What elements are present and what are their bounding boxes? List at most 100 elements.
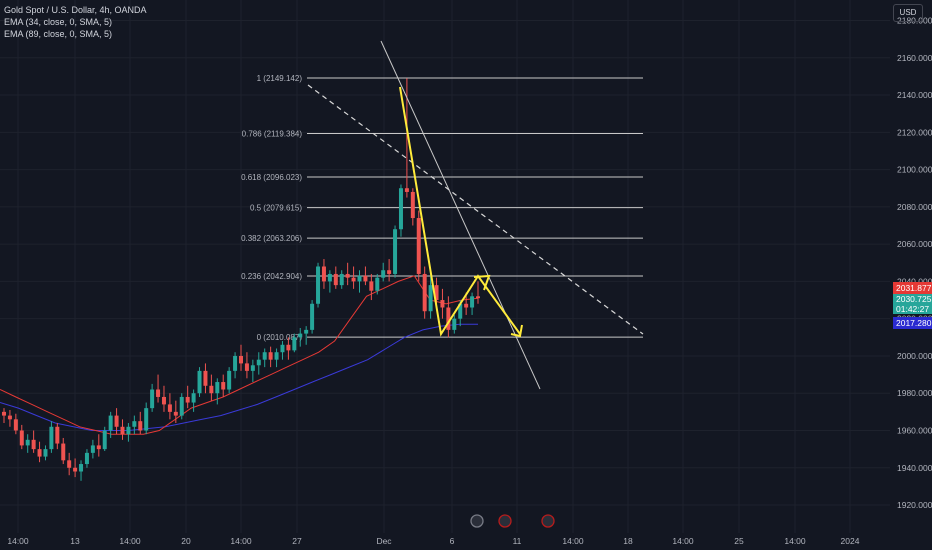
x-tick-label: 14:00 [7,536,29,546]
y-tick-label: 2040.000 [897,276,932,286]
candle-body [209,385,214,394]
chart-legend: Gold Spot / U.S. Dollar, 4h, OANDA EMA (… [4,4,147,40]
candle-body [476,296,480,299]
grid-lines [0,0,890,533]
candle-body [31,439,36,450]
candle-body [185,396,190,403]
candle-body [292,337,297,351]
candle-body [37,449,42,457]
candle-body [120,426,125,435]
candle-body [363,275,368,282]
candle-body [108,415,113,431]
candle-body [13,419,18,431]
candle-body [191,393,196,403]
candle-body [256,359,261,366]
candle-body [67,460,72,468]
candle-body [310,303,315,330]
price-axis[interactable]: 2180.000 2160.000 2140.000 2120.000 2100.000… [897,16,932,511]
x-tick-label: 2024 [841,536,860,546]
trend-line-solid [380,40,541,390]
candle-body [339,273,344,286]
candle-body [422,273,427,312]
x-tick-label: 6 [450,536,455,546]
y-tick-label: 2060.000 [897,239,932,249]
lightning-icon [470,514,484,528]
candle-body [434,285,439,301]
candle-body [304,329,309,334]
candle-body [203,370,208,386]
candle-body [49,426,54,450]
candle-body [156,389,161,397]
legend-symbol[interactable]: Gold Spot / U.S. Dollar, 4h, OANDA [4,5,147,15]
candle-body [458,303,463,319]
candle-body [404,188,409,192]
candle-body [381,270,386,278]
time-axis[interactable]: 14:00 13 14:00 20 14:00 27 Dec 6 11 14:00 18 14:00 2… [7,536,859,546]
candle-body [215,382,220,394]
candle-body [126,426,131,435]
y-tick-label: 1920.000 [897,500,932,510]
fibonacci-retracement[interactable]: 1 (2149.142) 0.786 (2119.384) 0.618 (2096.… [241,74,643,342]
candle-body [375,277,380,291]
y-tick-label: 1980.000 [897,388,932,398]
us-flag-icon [541,514,555,528]
x-tick-label: 13 [70,536,80,546]
candle-body [2,411,6,416]
candle-body [387,270,392,274]
y-tick-label: 2100.000 [897,165,932,175]
candle-body [73,467,78,472]
fib-level-label: 0.786 (2119.384) [242,129,303,138]
x-tick-label: Dec [376,536,392,546]
current-price: 2030.725 [896,294,932,304]
candle-body [25,439,30,446]
price-tag-red: 2031.877 [893,282,932,294]
candle-body [452,318,457,330]
y-tick-label: 2120.000 [897,127,932,137]
arrow-head-up [473,274,491,291]
candle-body [369,281,374,291]
candle-body [333,273,338,286]
candle-body [351,277,356,282]
candlestick-series [2,78,480,481]
fib-level-label: 1 (2149.142) [257,74,303,83]
candle-body [173,411,178,416]
candle-body [286,344,291,351]
candle-body [79,464,84,472]
candle-body [7,415,12,420]
candle-body [55,426,60,444]
candle-body [298,333,303,338]
x-tick-label: 14:00 [784,536,806,546]
candle-body [84,452,89,465]
legend-ema-34[interactable]: EMA (34, close, 0, SMA, 5) [4,17,113,27]
candle-body [250,365,255,371]
candle-body [321,266,326,282]
x-tick-label: 25 [734,536,744,546]
ema-89-path [0,323,478,431]
x-tick-label: 14:00 [672,536,694,546]
candle-body [132,421,137,427]
legend-ema-89[interactable]: EMA (89, close, 0, SMA, 5) [4,29,113,39]
candle-body [244,363,249,371]
candle-body [410,191,415,219]
y-tick-label: 2140.000 [897,90,932,100]
candle-body [197,370,202,394]
fib-level-label: 0.618 (2096.023) [241,173,302,182]
trend-drawings[interactable] [307,40,644,390]
candle-body [440,300,445,308]
bar-countdown: 01:42:27 [896,304,930,314]
x-tick-label: 27 [292,536,302,546]
candle-body [61,443,66,461]
candle-body [102,430,107,450]
y-tick-label: 2180.000 [897,16,932,26]
ema-34-path [0,275,479,435]
candle-body [327,273,332,282]
x-tick-label: 14:00 [119,536,141,546]
candle-body [150,389,155,409]
candle-body [274,352,279,360]
candle-body [167,404,172,412]
price-tag-current: 2030.725 01:42:27 [893,294,932,314]
currency-button[interactable]: USD [893,4,923,22]
candle-body [161,396,166,405]
candle-body [345,273,350,278]
